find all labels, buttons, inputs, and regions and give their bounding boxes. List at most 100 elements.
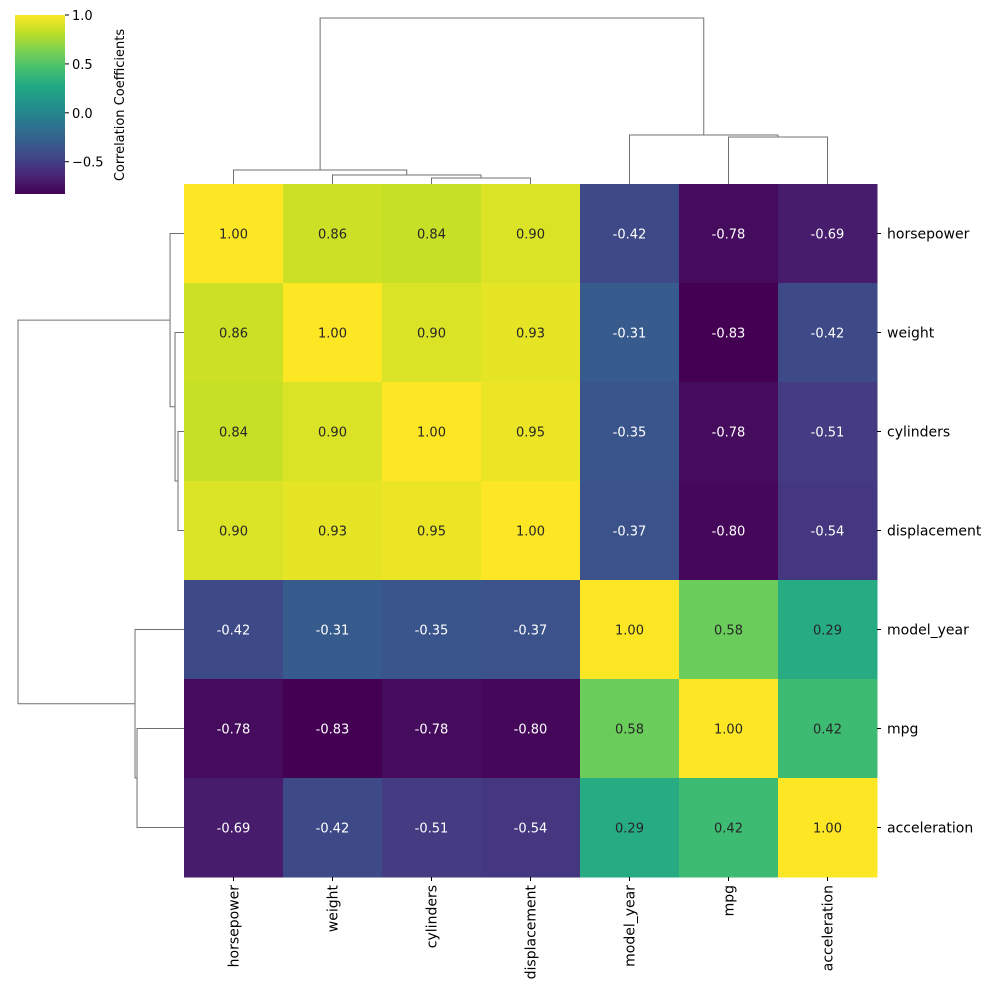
column-dendrogram-link [629, 134, 779, 184]
row-label: mpg [887, 722, 918, 738]
heatmap-cell [184, 184, 284, 284]
heatmap-cell [778, 679, 878, 779]
cell-annotation: 1.00 [615, 624, 644, 639]
heatmap-cell [481, 481, 581, 581]
row-dendrogram-link [177, 431, 184, 531]
cell-annotation: -0.42 [316, 822, 350, 837]
cell-annotation: 0.93 [318, 525, 347, 540]
heatmap-cell [679, 778, 779, 878]
cell-annotation: 1.00 [516, 525, 545, 540]
heatmap-cell [481, 184, 581, 284]
cell-annotation: 1.00 [417, 426, 446, 441]
heatmap-cell [382, 283, 482, 383]
column-labels: horsepower weight cylinders displacement mod… [227, 877, 837, 979]
cell-annotation: -0.51 [415, 822, 449, 837]
column-dendrogram-link [431, 177, 531, 184]
colorbar-tick-label: −0.5 [72, 156, 104, 171]
heatmap-cell [778, 184, 878, 284]
heatmap-cell [283, 580, 383, 680]
row-labels: horsepower weight cylinders displacement mod… [877, 227, 982, 837]
heatmap-cell [481, 679, 581, 779]
heatmap-cell [679, 382, 779, 482]
cell-annotation: -0.78 [712, 228, 746, 243]
row-dendrogram-link [134, 629, 184, 779]
heatmap-cell [778, 778, 878, 878]
heatmap-cell [382, 184, 482, 284]
cell-annotation: 0.90 [219, 525, 248, 540]
heatmap-cell [580, 481, 680, 581]
heatmap-cell [382, 382, 482, 482]
heatmap-cell [679, 481, 779, 581]
heatmap-cell [382, 481, 482, 581]
cell-annotation: 1.00 [219, 228, 248, 243]
column-label: acceleration [821, 885, 837, 971]
cell-annotation: -0.69 [811, 228, 845, 243]
row-label: cylinders [887, 425, 950, 441]
heatmap-cell [679, 580, 779, 680]
cell-annotation: 1.00 [318, 327, 347, 342]
heatmap-cell [382, 580, 482, 680]
cell-annotation: 1.00 [714, 723, 743, 738]
column-label: cylinders [425, 885, 441, 948]
cell-annotation: 0.93 [516, 327, 545, 342]
row-label: model_year [887, 623, 969, 639]
column-dendrogram-link [319, 17, 705, 171]
cell-annotation: 0.86 [219, 327, 248, 342]
cell-annotation: 0.58 [714, 624, 743, 639]
heatmap-cell [481, 580, 581, 680]
cell-annotation: -0.42 [811, 327, 845, 342]
heatmap-cell [283, 481, 383, 581]
cell-annotation: -0.31 [316, 624, 350, 639]
heatmap-cell [283, 679, 383, 779]
row-dendrogram-link [169, 233, 184, 408]
colorbar: 1.0 0.5 0.0 −0.5 Correlation Coefficients [15, 9, 128, 194]
cell-annotation: -0.51 [811, 426, 845, 441]
cell-annotation: 0.84 [219, 426, 248, 441]
heatmap-cell [580, 679, 680, 779]
heatmap-cell [679, 184, 779, 284]
heatmap-cell [283, 184, 383, 284]
heatmap-cell [580, 382, 680, 482]
heatmap-cell [382, 778, 482, 878]
cell-annotation: -0.35 [613, 426, 647, 441]
cell-annotation: 0.84 [417, 228, 446, 243]
heatmap-cell [778, 382, 878, 482]
heatmap-cell [481, 382, 581, 482]
colorbar-tick-label: 0.5 [72, 58, 93, 73]
cell-annotation: -0.78 [217, 723, 251, 738]
column-label: weight [326, 884, 342, 932]
cell-annotation: 0.29 [813, 624, 842, 639]
heatmap-cell [580, 778, 680, 878]
cell-annotation: 0.90 [417, 327, 446, 342]
row-label: displacement [887, 524, 982, 540]
column-dendrogram-link [332, 174, 482, 184]
cell-annotation: -0.54 [514, 822, 548, 837]
row-label: weight [887, 326, 935, 342]
column-label: horsepower [227, 885, 243, 968]
cell-annotation: -0.37 [613, 525, 647, 540]
column-label: mpg [722, 885, 738, 916]
cell-annotation: 1.00 [813, 822, 842, 837]
cell-annotation: 0.58 [615, 723, 644, 738]
heatmap-cell [580, 283, 680, 383]
heatmap-cell [481, 283, 581, 383]
cell-annotation: 0.90 [516, 228, 545, 243]
cell-annotation: -0.80 [514, 723, 548, 738]
column-label: displacement [524, 884, 540, 979]
column-label: model_year [623, 885, 639, 967]
colorbar-gradient [15, 15, 65, 194]
row-label: horsepower [887, 227, 970, 243]
cell-annotation: 0.42 [813, 723, 842, 738]
heatmap-cell [679, 679, 779, 779]
heatmap-cell [778, 580, 878, 680]
cell-annotation: 0.90 [318, 426, 347, 441]
heatmap-cell [184, 382, 284, 482]
heatmap-cell [283, 382, 383, 482]
colorbar-tick-label: 1.0 [72, 9, 93, 24]
heatmap-cell [778, 283, 878, 383]
heatmap-cell [184, 481, 284, 581]
heatmap-cell [283, 778, 383, 878]
cell-annotation: -0.35 [415, 624, 449, 639]
heatmap-cell [184, 283, 284, 383]
